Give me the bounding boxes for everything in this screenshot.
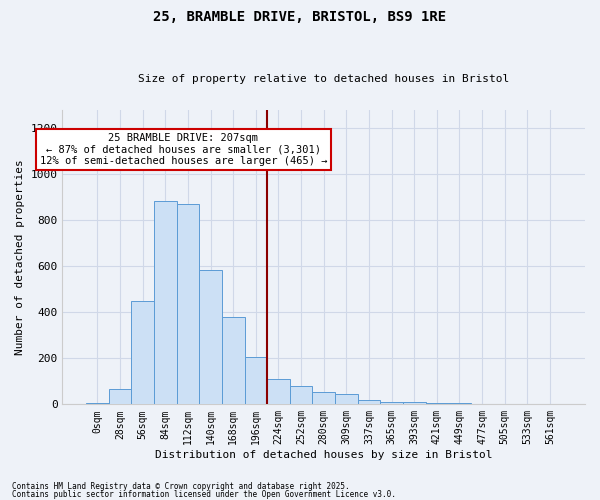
Bar xyxy=(448,403,471,404)
Text: Contains HM Land Registry data © Crown copyright and database right 2025.: Contains HM Land Registry data © Crown c… xyxy=(12,482,350,491)
Y-axis label: Number of detached properties: Number of detached properties xyxy=(15,159,25,355)
Bar xyxy=(358,400,380,404)
Text: 25, BRAMBLE DRIVE, BRISTOL, BS9 1RE: 25, BRAMBLE DRIVE, BRISTOL, BS9 1RE xyxy=(154,10,446,24)
Bar xyxy=(109,390,131,404)
Text: 25 BRAMBLE DRIVE: 207sqm
← 87% of detached houses are smaller (3,301)
12% of sem: 25 BRAMBLE DRIVE: 207sqm ← 87% of detach… xyxy=(40,133,327,166)
Bar xyxy=(425,403,448,404)
Bar xyxy=(176,204,199,404)
Bar xyxy=(131,301,154,405)
X-axis label: Distribution of detached houses by size in Bristol: Distribution of detached houses by size … xyxy=(155,450,493,460)
Bar xyxy=(290,386,313,404)
Bar xyxy=(222,317,245,404)
Bar xyxy=(245,357,267,405)
Bar xyxy=(380,402,403,404)
Title: Size of property relative to detached houses in Bristol: Size of property relative to detached ho… xyxy=(138,74,509,84)
Bar xyxy=(313,392,335,404)
Text: Contains public sector information licensed under the Open Government Licence v3: Contains public sector information licen… xyxy=(12,490,396,499)
Bar xyxy=(335,394,358,404)
Bar xyxy=(86,403,109,404)
Bar xyxy=(403,402,425,404)
Bar xyxy=(154,200,176,404)
Bar xyxy=(199,270,222,404)
Bar xyxy=(267,379,290,404)
